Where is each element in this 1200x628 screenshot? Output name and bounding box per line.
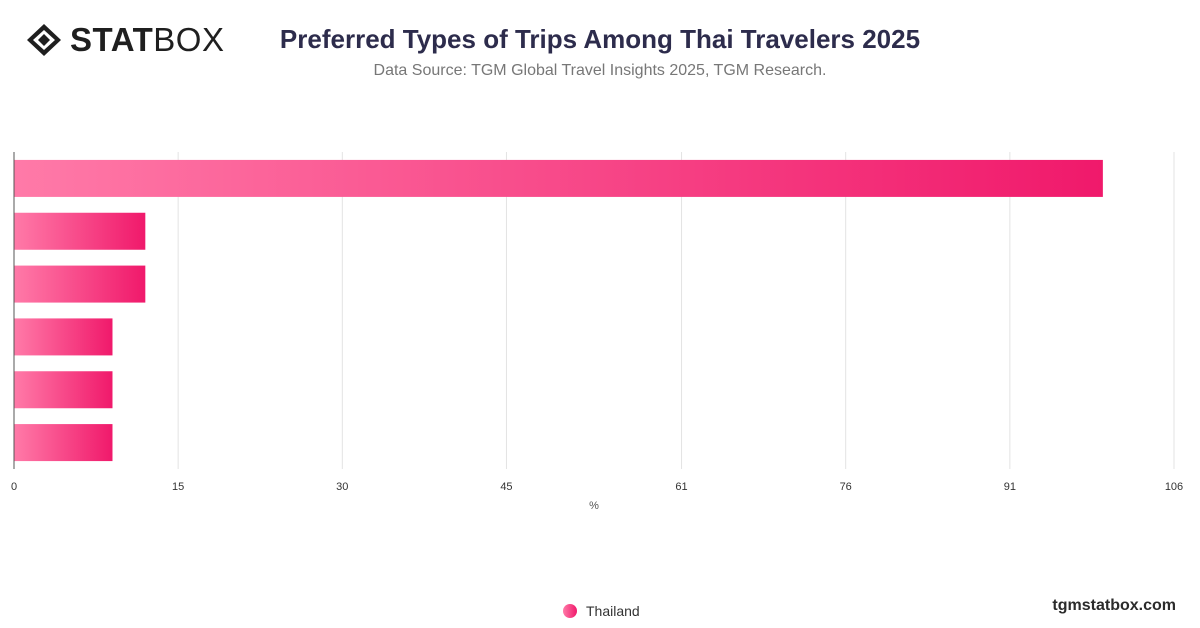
- logo-box: BOX: [153, 21, 225, 58]
- chart-title: Preferred Types of Trips Among Thai Trav…: [279, 24, 921, 54]
- legend-label-thailand: Thailand: [586, 603, 640, 619]
- legend-swatch: [563, 604, 577, 618]
- x-tick-label: 30: [336, 481, 348, 493]
- grid-lines: [177, 152, 1175, 469]
- diamond-logo-icon: [27, 24, 61, 56]
- x-tick-label: 76: [840, 481, 852, 493]
- x-axis-label: %: [589, 500, 599, 512]
- site-url: tgmstatbox.com: [1052, 597, 1176, 614]
- legend: Thailand: [563, 603, 640, 619]
- bars: [14, 159, 1103, 462]
- x-axis: 0 15 30 45 61 76 91 106%: [11, 152, 1183, 512]
- bar: [14, 159, 1103, 197]
- statbox-logo: STATBOX: [26, 22, 224, 58]
- logo-stat: STAT: [70, 21, 154, 58]
- x-tick-label: 15: [172, 481, 184, 493]
- x-tick-label: 106: [1165, 481, 1183, 493]
- x-tick-label: 61: [675, 481, 687, 493]
- bar: [14, 318, 113, 356]
- logo-wordmark: STATBOX: [70, 22, 224, 58]
- bar: [14, 212, 146, 250]
- chart-subtitle: Data Source: TGM Global Travel Insights …: [373, 62, 827, 79]
- x-tick-label: 45: [500, 481, 512, 493]
- bar: [14, 265, 146, 303]
- bar: [14, 371, 113, 409]
- x-tick-label: 91: [1004, 481, 1016, 493]
- x-tick-label: 0: [11, 481, 17, 493]
- bar: [14, 424, 113, 462]
